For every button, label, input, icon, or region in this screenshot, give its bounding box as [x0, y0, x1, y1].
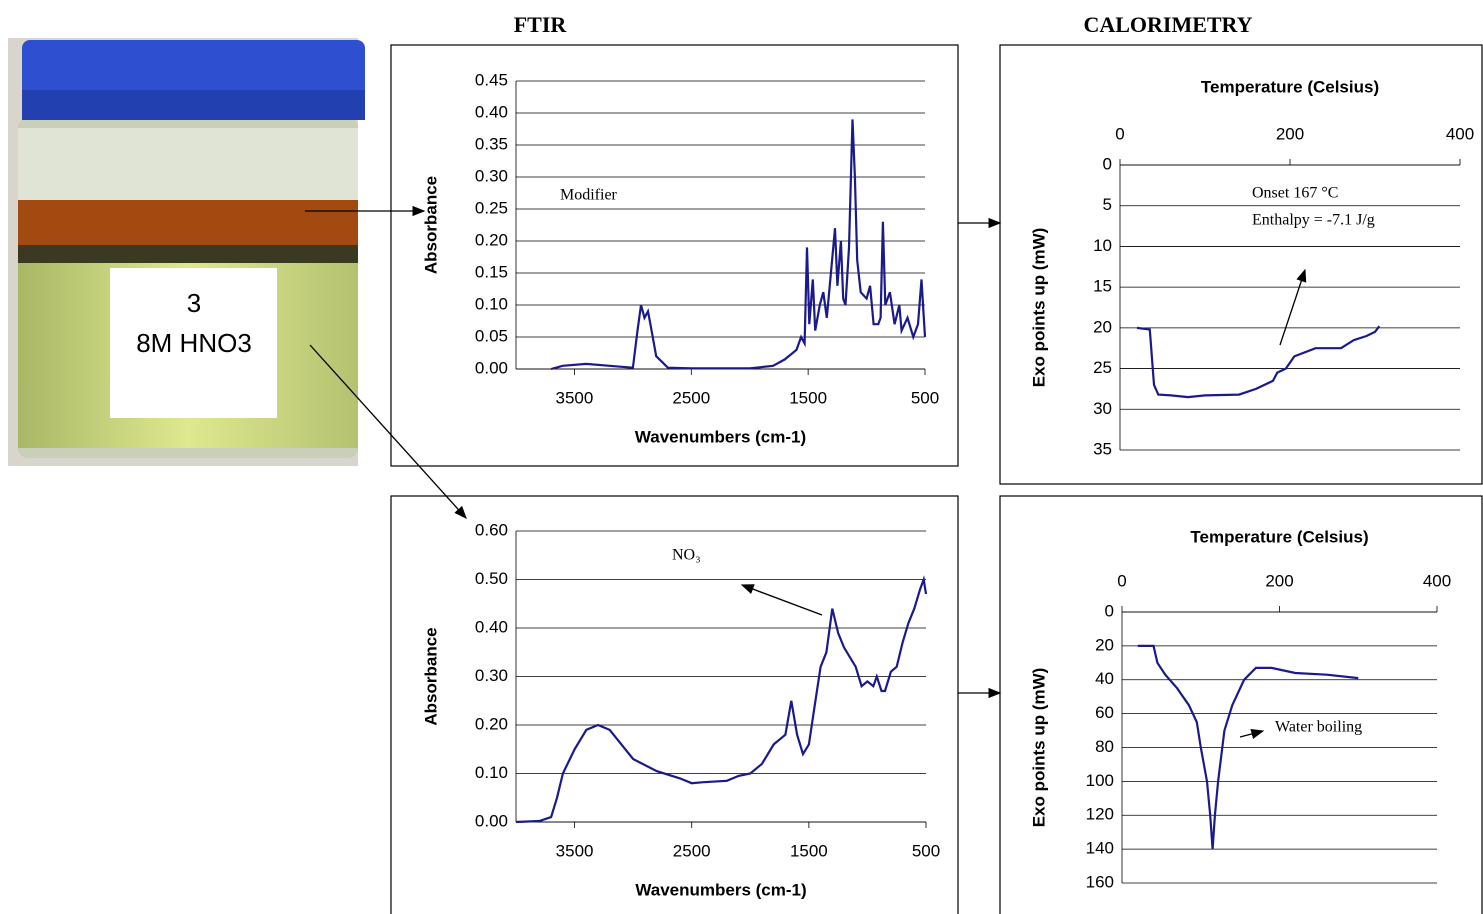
photo: 3 8M HNO3 [8, 38, 365, 466]
x-tick-label: 3500 [556, 841, 594, 860]
x-tick-label: 2500 [672, 388, 710, 407]
x-tick-label: 500 [911, 388, 939, 407]
x-tick-label: 200 [1265, 571, 1293, 590]
y-axis-title: Exo points up (mW) [1029, 228, 1048, 388]
annotation: Onset 167 °C [1252, 185, 1338, 202]
y-tick-label: 0 [1103, 154, 1112, 173]
photo-label: 3 [187, 288, 201, 318]
y-tick-label: 0.10 [475, 763, 508, 782]
x-axis-title: Wavenumbers (cm-1) [635, 880, 806, 899]
y-tick-label: 0.15 [475, 262, 508, 281]
y-tick-label: 0.50 [475, 569, 508, 588]
y-tick-label: 20 [1093, 317, 1112, 336]
column-title: CALORIMETRY [1083, 12, 1252, 37]
y-tick-label: 0.20 [475, 714, 508, 733]
y-tick-label: 0.40 [475, 102, 508, 121]
y-tick-label: 100 [1086, 771, 1114, 790]
y-tick-label: 0.40 [475, 617, 508, 636]
y-tick-label: 0.30 [475, 666, 508, 685]
x-axis-title: Temperature (Celsius) [1190, 527, 1368, 546]
x-tick-label: 400 [1446, 124, 1474, 143]
y-tick-label: 30 [1093, 399, 1112, 418]
y-tick-label: 10 [1093, 236, 1112, 255]
y-tick-label: 0.00 [475, 811, 508, 830]
y-tick-label: 0.05 [475, 326, 508, 345]
y-tick-label: 20 [1095, 635, 1114, 654]
x-tick-label: 1500 [790, 841, 828, 860]
annotation: NO₃ [672, 547, 701, 564]
y-tick-label: 25 [1093, 358, 1112, 377]
y-tick-label: 0.25 [475, 198, 508, 217]
x-axis-title: Temperature (Celsius) [1201, 77, 1379, 96]
y-tick-label: 0.35 [475, 134, 508, 153]
x-axis-title: Wavenumbers (cm-1) [635, 427, 806, 446]
x-tick-label: 0 [1117, 571, 1126, 590]
x-tick-label: 2500 [673, 841, 711, 860]
y-tick-label: 80 [1095, 737, 1114, 756]
x-tick-label: 3500 [556, 388, 594, 407]
y-tick-label: 0.30 [475, 166, 508, 185]
x-tick-label: 400 [1423, 571, 1451, 590]
y-axis-title: Absorbance [421, 176, 440, 274]
y-tick-label: 0.10 [475, 294, 508, 313]
y-tick-label: 0.45 [475, 70, 508, 89]
annotation: Enthalpy = -7.1 J/g [1252, 212, 1375, 229]
y-tick-label: 0.60 [475, 520, 508, 539]
annotation: Modifier [560, 187, 618, 204]
y-tick-label: 0.20 [475, 230, 508, 249]
x-tick-label: 0 [1115, 124, 1124, 143]
y-tick-label: 15 [1093, 277, 1112, 296]
y-tick-label: 0 [1105, 601, 1114, 620]
y-axis-title: Absorbance [421, 627, 440, 725]
photo-label: 8M HNO3 [136, 328, 252, 358]
column-title: FTIR [514, 12, 568, 37]
y-tick-label: 60 [1095, 703, 1114, 722]
y-tick-label: 120 [1086, 805, 1114, 824]
x-tick-label: 500 [912, 841, 940, 860]
figure: FTIR CALORIMETRY 3 8M HNO3 0.00 0.05 0.10 0… [0, 0, 1483, 914]
y-tick-label: 35 [1093, 439, 1112, 458]
x-tick-label: 1500 [789, 388, 827, 407]
x-tick-label: 200 [1276, 124, 1304, 143]
y-tick-label: 5 [1103, 195, 1112, 214]
y-axis-title: Exo points up (mW) [1029, 668, 1048, 828]
chart-frame [1000, 496, 1482, 914]
annotation: Water boiling [1275, 719, 1362, 736]
y-tick-label: 0.00 [475, 358, 508, 377]
y-tick-label: 40 [1095, 669, 1114, 688]
y-tick-label: 160 [1086, 872, 1114, 891]
y-tick-label: 140 [1086, 839, 1114, 858]
chart-frame [1000, 45, 1482, 484]
